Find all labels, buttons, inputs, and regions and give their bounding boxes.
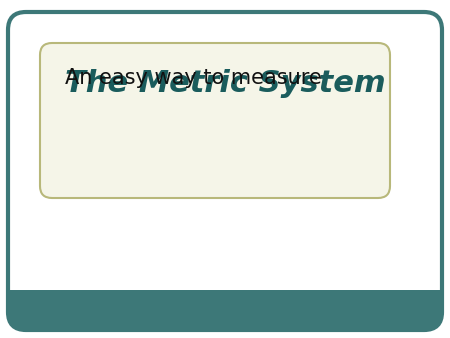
Text: The Metric System: The Metric System [65, 69, 385, 97]
FancyBboxPatch shape [40, 43, 390, 198]
FancyBboxPatch shape [8, 12, 442, 330]
FancyBboxPatch shape [8, 290, 442, 330]
Text: An easy way to measure: An easy way to measure [65, 68, 322, 88]
Bar [8, 290, 442, 310]
